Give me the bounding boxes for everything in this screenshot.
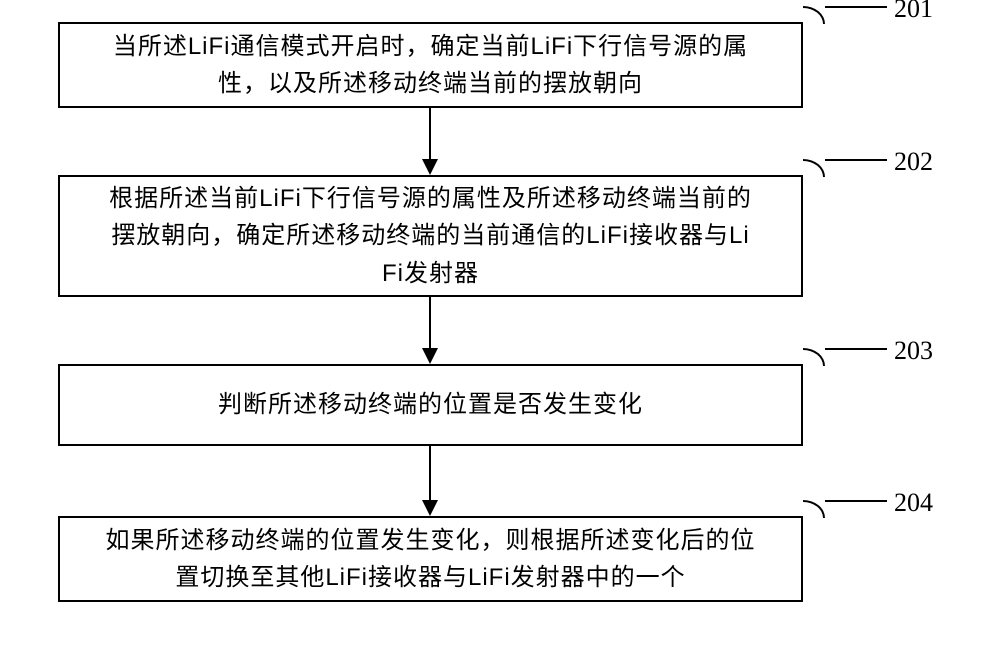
label-202: 202 xyxy=(894,147,933,177)
step-box-2: 根据所述当前LiFi下行信号源的属性及所述移动终端当前的 摆放朝向，确定所述移动… xyxy=(58,175,803,297)
leader-4-line xyxy=(825,500,887,502)
flowchart-container: 当所述LiFi通信模式开启时，确定当前LiFi下行信号源的属 性，以及所述移动终… xyxy=(0,0,1000,645)
arrow-2-line xyxy=(429,297,431,348)
step-box-3: 判断所述移动终端的位置是否发生变化 xyxy=(58,364,803,446)
step-text-1: 当所述LiFi通信模式开启时，确定当前LiFi下行信号源的属 性，以及所述移动终… xyxy=(113,28,748,102)
leader-2-line xyxy=(825,159,887,161)
arrow-2-head xyxy=(422,348,438,364)
leader-3-line xyxy=(825,348,887,350)
arrow-3-head xyxy=(422,500,438,516)
label-201: 201 xyxy=(894,0,933,24)
arrow-1-head xyxy=(422,159,438,175)
leader-1-line xyxy=(825,6,887,8)
step-box-1: 当所述LiFi通信模式开启时，确定当前LiFi下行信号源的属 性，以及所述移动终… xyxy=(58,22,803,108)
step-text-3: 判断所述移动终端的位置是否发生变化 xyxy=(218,386,643,423)
arrow-1-line xyxy=(429,108,431,159)
step-text-2: 根据所述当前LiFi下行信号源的属性及所述移动终端当前的 摆放朝向，确定所述移动… xyxy=(109,180,752,292)
leader-4-curve xyxy=(803,500,825,518)
arrow-3-line xyxy=(429,446,431,500)
leader-3-curve xyxy=(803,348,825,366)
leader-2-curve xyxy=(803,159,825,177)
label-204: 204 xyxy=(894,488,933,518)
leader-1-curve xyxy=(803,6,825,24)
step-box-4: 如果所述移动终端的位置发生变化，则根据所述变化后的位 置切换至其他LiFi接收器… xyxy=(58,516,803,602)
step-text-4: 如果所述移动终端的位置发生变化，则根据所述变化后的位 置切换至其他LiFi接收器… xyxy=(106,522,756,596)
label-203: 203 xyxy=(894,336,933,366)
